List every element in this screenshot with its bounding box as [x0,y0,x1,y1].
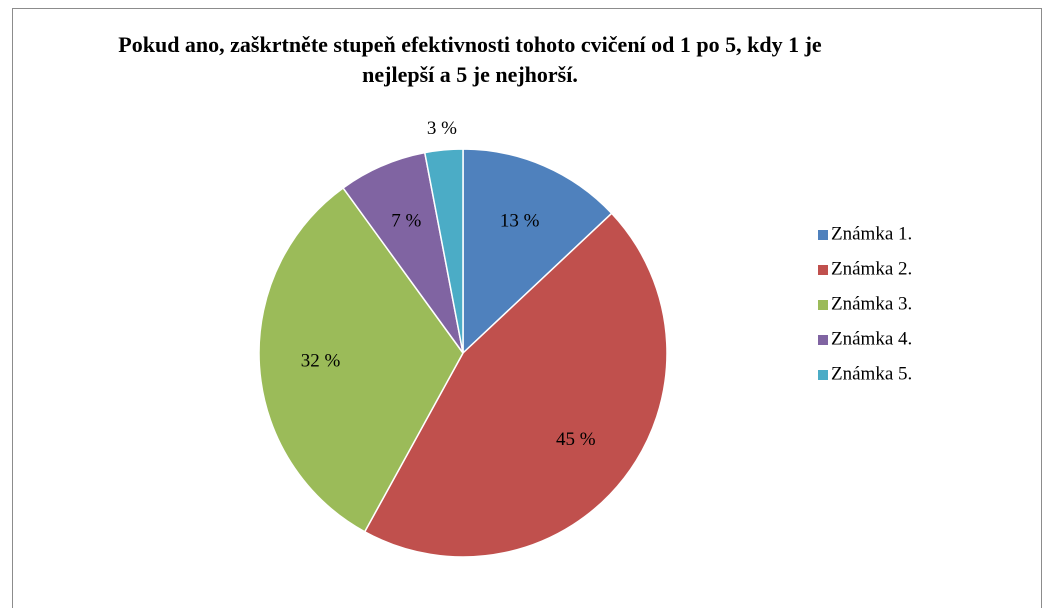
pie-slice [258,186,464,533]
legend-swatch [818,265,828,275]
data-label: 7 % [391,210,421,231]
chart-title: Pokud ano, zaškrtněte stupeň efektivnost… [118,32,822,87]
legend-swatch [818,370,828,380]
legend-swatch [818,300,828,310]
legend-label: Známka 2. [831,258,912,279]
legend-swatch [818,230,828,240]
legend-label: Známka 1. [831,223,912,244]
data-label: 32 % [301,350,341,371]
pie-slice [462,148,613,355]
legend-label: Známka 4. [831,328,912,349]
pie-slice [423,148,464,354]
legend-label: Známka 3. [831,293,912,314]
data-label: 13 % [500,210,540,231]
pie-slice [363,212,668,558]
data-label: 45 % [556,429,596,450]
data-label: 3 % [427,118,457,139]
chart-frame [12,8,1042,608]
legend-label: Známka 5. [831,363,912,384]
legend-swatch [818,335,828,345]
